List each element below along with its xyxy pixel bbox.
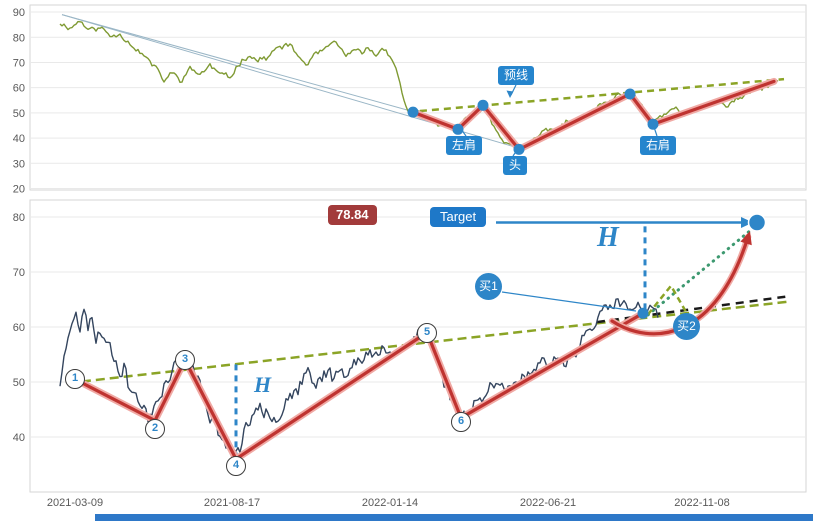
x-axis-date-label: 2021-08-17 — [204, 497, 260, 509]
y-axis-tick-label: 60 — [13, 322, 25, 334]
y-axis-tick-label: 80 — [13, 212, 25, 224]
y-axis-tick-label: 70 — [13, 57, 25, 69]
buy1-callout-line — [501, 291, 637, 312]
trend-swoosh-arrow-head — [740, 231, 752, 246]
projection-dotted-green — [646, 227, 754, 317]
pullback-sketch-dashed — [647, 283, 691, 318]
target-point-dot — [747, 213, 767, 232]
pattern-dot — [647, 118, 659, 130]
x-axis-date-label: 2022-11-08 — [674, 497, 729, 509]
buy-point-dot — [637, 307, 649, 319]
neckline-callout-arrow — [506, 90, 514, 98]
y-axis-tick-label: 30 — [13, 158, 25, 170]
head-callout-line — [512, 149, 518, 157]
y-axis-tick-label: 80 — [13, 32, 25, 44]
y-axis-tick-label: 90 — [13, 7, 25, 19]
wedge-line-lower — [61, 14, 414, 113]
pattern-dot — [477, 99, 489, 111]
bottom-panel-frame — [29, 199, 807, 493]
pattern-dot — [407, 106, 419, 118]
pattern-dot — [452, 123, 464, 135]
right-shoulder-callout-line — [653, 126, 658, 137]
pattern-dot — [624, 88, 636, 100]
y-axis-tick-label: 50 — [13, 377, 25, 389]
x-axis-date-label: 2021-03-09 — [47, 497, 103, 509]
x-axis-date-label: 2022-01-14 — [362, 497, 418, 509]
y-axis-tick-label: 20 — [13, 183, 25, 195]
y-axis-tick-label: 50 — [13, 108, 25, 120]
top-panel-frame — [29, 4, 807, 191]
y-axis-tick-label: 60 — [13, 83, 25, 95]
y-axis-tick-label: 40 — [13, 432, 25, 444]
top-price-line — [59, 20, 779, 153]
y-axis-tick-label: 40 — [13, 133, 25, 145]
left-shoulder-callout-line — [460, 128, 467, 137]
top-pattern-halo — [409, 77, 778, 153]
neckline-dashed — [407, 77, 785, 114]
bottom-scrollbar[interactable] — [95, 514, 813, 521]
y-axis-tick-label: 70 — [13, 267, 25, 279]
x-axis-date-label: 2022-06-21 — [520, 497, 576, 509]
target-arrow-head — [741, 217, 753, 228]
